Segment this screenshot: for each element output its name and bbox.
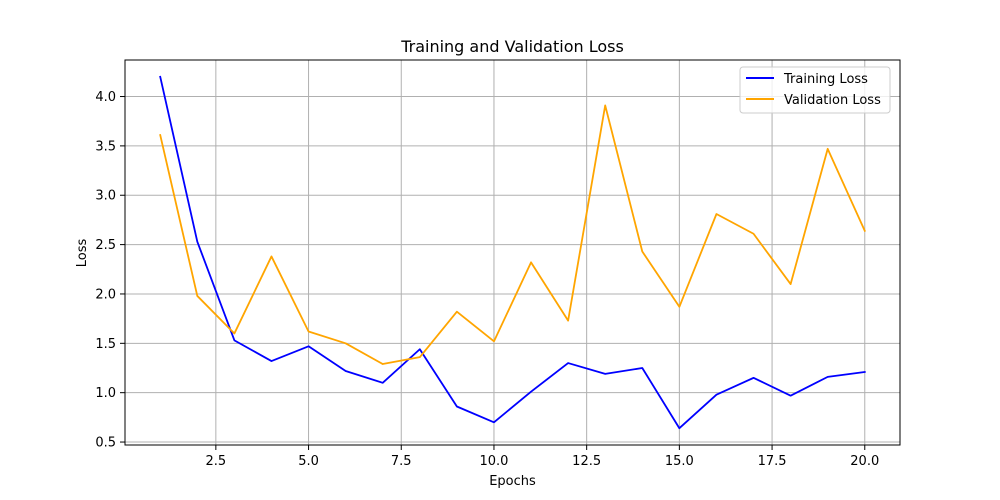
legend: Training Loss Validation Loss [739, 66, 891, 114]
y-tick-label: 1.0 [95, 386, 116, 401]
y-axis-ticks: 0.5 1.0 1.5 2.0 2.5 3.0 3.5 4.0 [95, 90, 125, 451]
x-tick-label: 5.0 [298, 454, 319, 469]
x-tick-label: 20.0 [850, 454, 879, 469]
x-tick-label: 12.5 [572, 454, 601, 469]
legend-label-validation-loss: Validation Loss [784, 93, 881, 108]
y-axis-label: Loss [75, 239, 90, 268]
y-tick-label: 0.5 [95, 436, 116, 451]
series-lines [159, 75, 866, 430]
series-line-validation-loss [159, 104, 866, 365]
y-tick-label: 3.5 [95, 139, 116, 154]
x-tick-label: 2.5 [206, 454, 227, 469]
legend-box [739, 66, 891, 114]
series-line-training-loss [159, 75, 866, 430]
x-axis-label: Epochs [489, 474, 536, 489]
x-axis-ticks: 2.5 5.0 7.5 10.0 12.5 15.0 17.5 20.0 [206, 445, 879, 469]
legend-label-training-loss: Training Loss [783, 72, 868, 87]
x-tick-label: 10.0 [479, 454, 508, 469]
chart-title: Training and Validation Loss [400, 37, 624, 56]
y-tick-label: 2.5 [95, 238, 116, 253]
y-tick-label: 3.0 [95, 189, 116, 204]
y-tick-label: 4.0 [95, 90, 116, 105]
grid [125, 60, 900, 445]
x-tick-label: 7.5 [391, 454, 412, 469]
x-tick-label: 17.5 [758, 454, 787, 469]
x-tick-label: 15.0 [665, 454, 694, 469]
y-tick-label: 1.5 [95, 337, 116, 352]
y-tick-label: 2.0 [95, 287, 116, 302]
plot-frame [124, 59, 901, 446]
